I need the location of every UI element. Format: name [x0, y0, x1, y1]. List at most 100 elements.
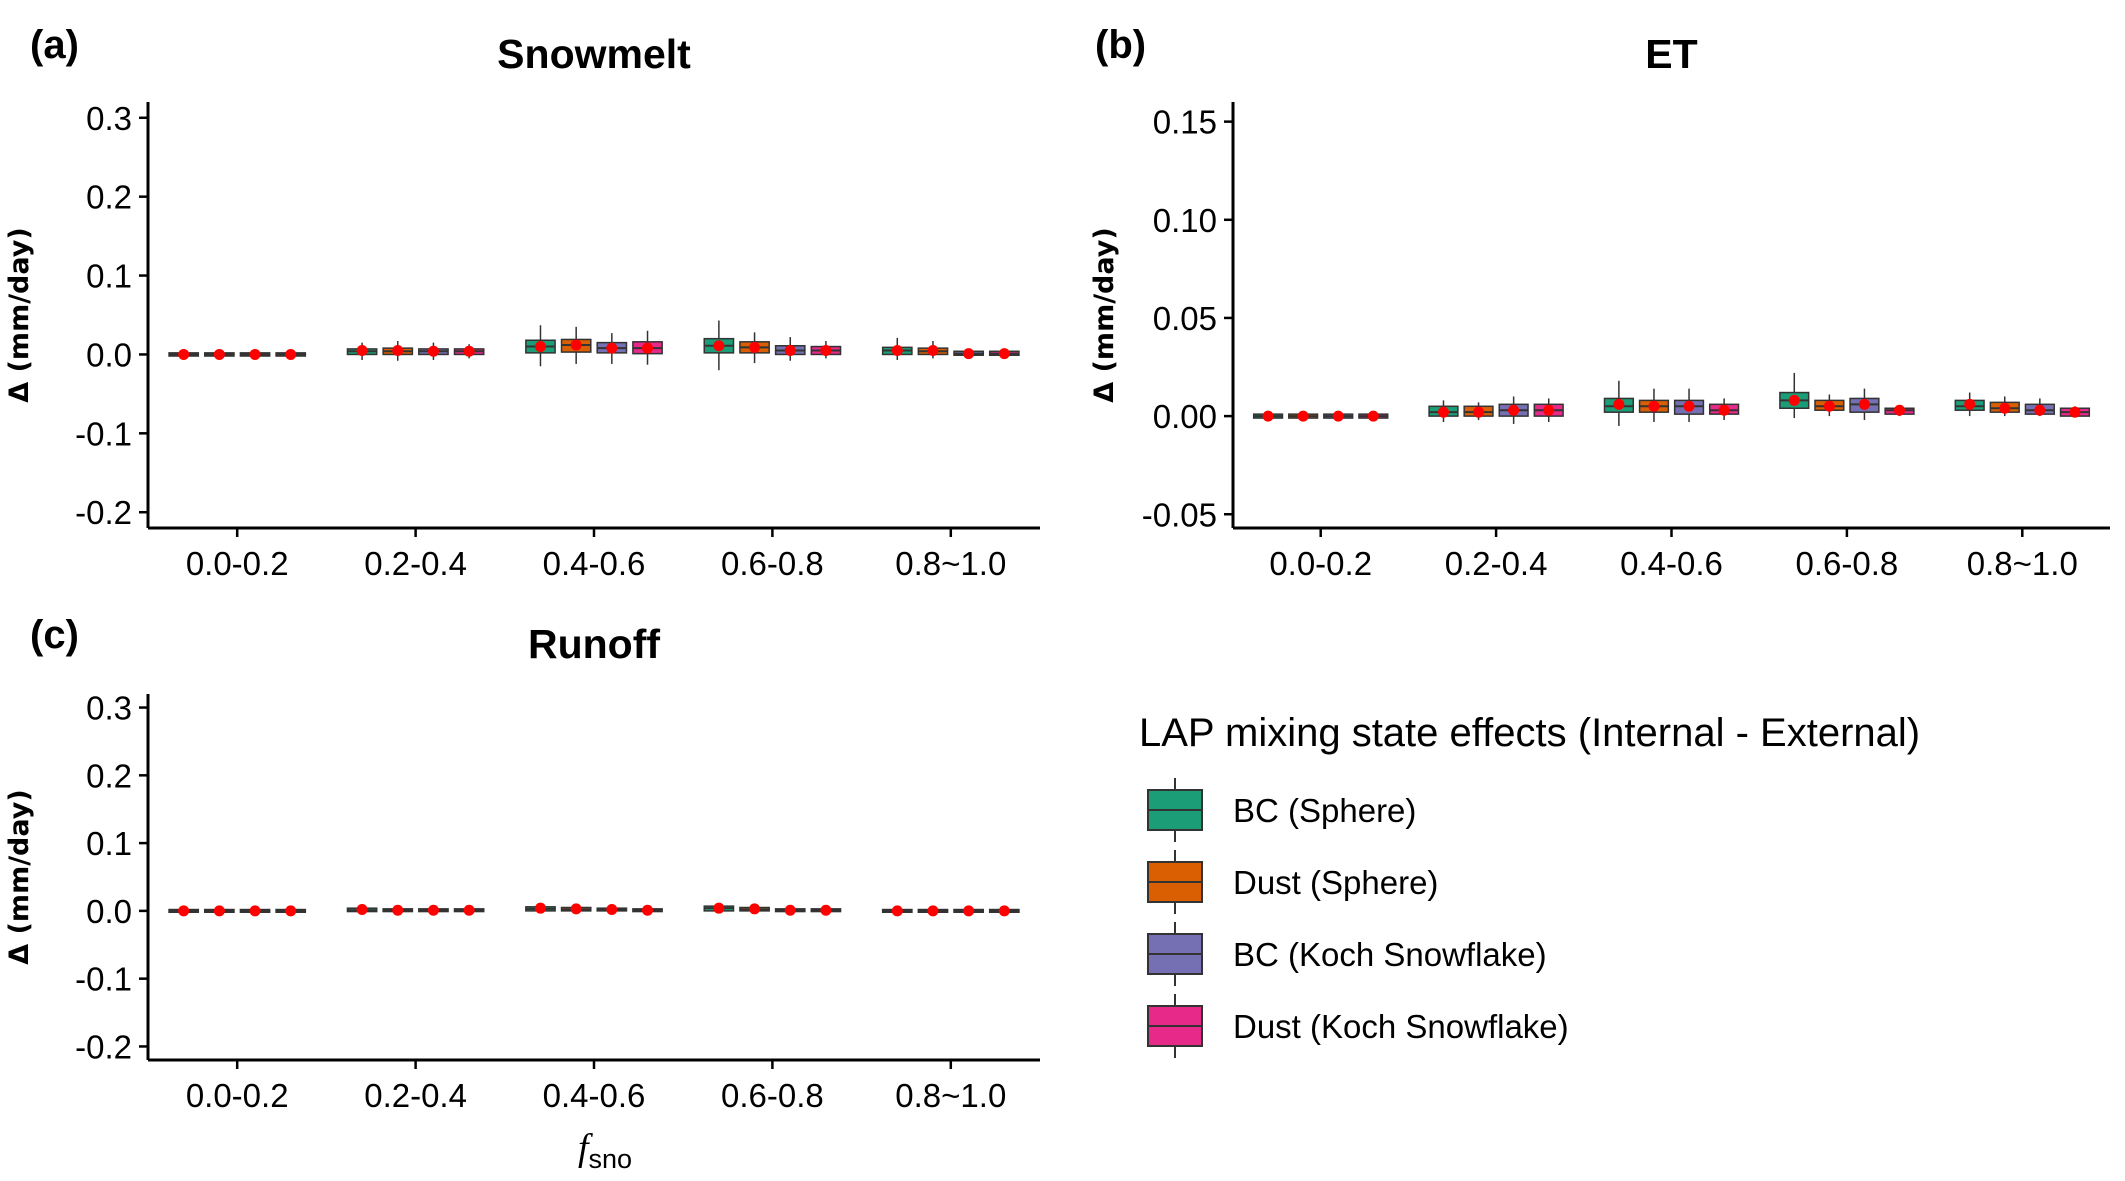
- y-tick-label-b: 0.00: [1153, 398, 1217, 435]
- y-tick-label-b: -0.05: [1142, 496, 1217, 533]
- mean-point: [356, 345, 368, 356]
- box-c-s1-c2: [560, 903, 592, 915]
- y-tick-label-b: 0.05: [1153, 300, 1217, 337]
- box-b-s2-c0: [1323, 410, 1354, 422]
- box-a-s1-c0: [203, 348, 235, 360]
- box-b-s2-c3: [1849, 388, 1880, 421]
- mean-point: [249, 348, 261, 360]
- mean-point: [570, 903, 582, 915]
- y-tick-label-c: -0.2: [75, 1028, 132, 1065]
- box-c-s3-c2: [632, 904, 663, 916]
- box-a-s0-c3: [703, 320, 735, 371]
- box-c-s3-c0: [275, 905, 307, 917]
- panel-label-a: (a): [30, 23, 79, 67]
- y-tick-label-c: -0.1: [75, 961, 132, 998]
- legend-item-bc-koch: BC (Koch Snowflake): [1147, 922, 1547, 986]
- mean-point: [463, 904, 475, 916]
- y-tick-label-b: 0.10: [1153, 202, 1217, 239]
- mean-point: [1683, 400, 1695, 412]
- mean-point: [285, 348, 297, 360]
- mean-point: [463, 345, 475, 357]
- mean-point: [534, 341, 546, 353]
- box-b-s1-c4: [1989, 396, 2020, 417]
- box-a-s3-c0: [275, 348, 307, 360]
- mean-point: [1332, 410, 1344, 422]
- box-a-s3-c2: [632, 330, 663, 365]
- box-c-s3-c1: [453, 904, 485, 916]
- mean-point: [356, 904, 368, 916]
- x-tick-label-a: 0.4-0.6: [543, 545, 646, 582]
- x-tick-label-a: 0.0-0.2: [186, 545, 289, 582]
- x-tick-label-c: 0.6-0.8: [721, 1077, 824, 1114]
- panel-title-b: ET: [1645, 31, 1697, 77]
- mean-point: [606, 342, 618, 354]
- mean-point: [427, 345, 439, 357]
- y-tick-label-a: -0.2: [75, 494, 132, 531]
- mean-point: [534, 902, 546, 914]
- x-tick-label-b: 0.6-0.8: [1796, 545, 1899, 582]
- mean-point: [820, 904, 832, 916]
- mean-point: [1894, 404, 1906, 416]
- x-tick-label-b: 0.4-0.6: [1620, 545, 1723, 582]
- x-tick-label-c: 0.0-0.2: [186, 1077, 289, 1114]
- mean-point: [820, 345, 832, 356]
- box-a-s2-c2: [596, 333, 628, 364]
- legend-item-bc-sphere: BC (Sphere): [1147, 778, 1416, 842]
- y-axis-label-b: Δ (mm/day): [1089, 227, 1120, 402]
- legend-label-bc-koch: BC (Koch Snowflake): [1233, 936, 1547, 973]
- mean-point: [963, 348, 975, 360]
- mean-point: [1999, 402, 2011, 414]
- box-a-s1-c3: [739, 332, 770, 364]
- x-axis-label: fsno: [578, 1127, 632, 1174]
- mean-point: [2034, 404, 2046, 416]
- mean-point: [1543, 404, 1555, 416]
- box-a-s2-c3: [774, 337, 806, 361]
- mean-point: [1297, 410, 1309, 422]
- mean-point: [1788, 394, 1800, 406]
- mean-point: [1437, 406, 1449, 418]
- y-tick-label-c: 0.1: [86, 825, 132, 862]
- panel-title-c: Runoff: [528, 621, 660, 667]
- box-c-s1-c3: [739, 903, 770, 915]
- panel-title-a: Snowmelt: [497, 31, 691, 77]
- box-c-s3-c3: [810, 904, 842, 916]
- box-c-s1-c0: [203, 905, 235, 917]
- box-c-s0-c0: [168, 905, 200, 917]
- box-b-s3-c3: [1884, 404, 1915, 417]
- mean-point: [891, 905, 903, 917]
- mean-point: [927, 345, 939, 356]
- box-c-s2-c1: [418, 904, 449, 916]
- mean-point: [178, 905, 190, 917]
- box-a-s0-c0: [168, 348, 200, 360]
- box-a-s3-c3: [810, 341, 842, 359]
- box-a-s0-c2: [525, 325, 556, 367]
- box-c-s3-c4: [988, 905, 1020, 917]
- mean-point: [1718, 404, 1730, 416]
- legend-label-bc-sphere: BC (Sphere): [1233, 792, 1416, 829]
- x-tick-label-b: 0.2-0.4: [1445, 545, 1548, 582]
- mean-point: [784, 904, 796, 916]
- panel-a: (a) Snowmelt -0.2 -0.1 0.0 0.1 0.2 0.3 0.0-0.2 0.…: [4, 23, 1040, 582]
- mean-point: [1964, 398, 1976, 410]
- y-tick-label-c: 0.0: [86, 893, 132, 930]
- y-tick-label-a: 0.1: [86, 258, 132, 295]
- box-a-s3-c4: [988, 348, 1020, 360]
- box-a-s1-c1: [382, 341, 414, 361]
- mean-point: [213, 348, 225, 360]
- mean-point: [285, 905, 297, 917]
- box-c-s0-c1: [346, 904, 378, 916]
- box-b-s2-c1: [1498, 396, 1529, 424]
- legend-item-dust-sphere: Dust (Sphere): [1147, 850, 1438, 914]
- box-c-s2-c2: [596, 904, 628, 916]
- panel-label-c: (c): [30, 613, 79, 657]
- x-tick-label-b: 0.0-0.2: [1269, 545, 1372, 582]
- mean-point: [642, 342, 654, 354]
- y-tick-label-a: 0.0: [86, 336, 132, 373]
- box-c-s2-c3: [774, 904, 806, 916]
- mean-point: [427, 904, 439, 916]
- mean-point: [963, 905, 975, 917]
- y-tick-label-a: 0.2: [86, 179, 132, 216]
- x-tick-label-c: 0.2-0.4: [364, 1077, 467, 1114]
- box-b-s2-c2: [1673, 388, 1705, 422]
